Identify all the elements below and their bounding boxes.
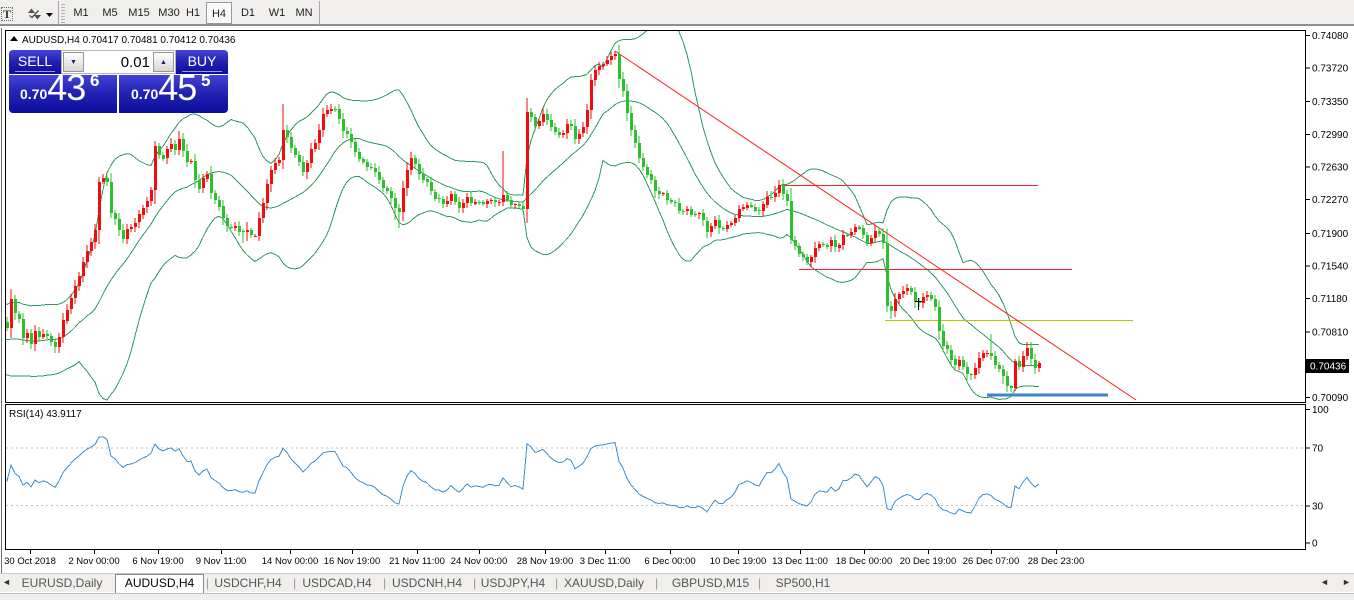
svg-text:6 Nov 19:00: 6 Nov 19:00 <box>132 556 183 567</box>
svg-text:21 Nov 11:00: 21 Nov 11:00 <box>389 556 445 567</box>
svg-text:30: 30 <box>1312 502 1324 513</box>
svg-text:0.72270: 0.72270 <box>1312 195 1349 206</box>
svg-text:0.74080: 0.74080 <box>1312 31 1349 42</box>
svg-text:0.70810: 0.70810 <box>1312 328 1349 339</box>
svg-text:20 Dec 19:00: 20 Dec 19:00 <box>900 556 957 567</box>
svg-text:13 Dec 11:00: 13 Dec 11:00 <box>772 556 828 567</box>
svg-text:0.73350: 0.73350 <box>1312 97 1349 108</box>
svg-text:0.72990: 0.72990 <box>1312 130 1349 141</box>
svg-text:0: 0 <box>1312 539 1318 550</box>
svg-text:10 Dec 19:00: 10 Dec 19:00 <box>710 556 767 567</box>
svg-text:3 Dec 11:00: 3 Dec 11:00 <box>580 556 631 567</box>
svg-text:0.71180: 0.71180 <box>1312 294 1348 305</box>
svg-text:0.70436: 0.70436 <box>1310 362 1347 373</box>
svg-text:70: 70 <box>1312 444 1324 455</box>
svg-text:0.72630: 0.72630 <box>1312 163 1349 174</box>
svg-text:18 Dec 00:00: 18 Dec 00:00 <box>836 556 893 567</box>
svg-text:0.71540: 0.71540 <box>1312 261 1349 272</box>
svg-text:0.73720: 0.73720 <box>1312 64 1349 75</box>
svg-text:28 Nov 19:00: 28 Nov 19:00 <box>517 556 574 567</box>
svg-text:16 Nov 19:00: 16 Nov 19:00 <box>324 556 381 567</box>
svg-text:24 Nov 00:00: 24 Nov 00:00 <box>451 556 508 567</box>
svg-text:0.70090: 0.70090 <box>1312 393 1349 404</box>
svg-text:RSI(14) 43.9117: RSI(14) 43.9117 <box>9 409 82 420</box>
svg-text:6 Dec 00:00: 6 Dec 00:00 <box>644 556 695 567</box>
svg-text:0.71900: 0.71900 <box>1312 229 1349 240</box>
svg-text:14 Nov 00:00: 14 Nov 00:00 <box>262 556 319 567</box>
svg-text:26 Dec 07:00: 26 Dec 07:00 <box>963 556 1020 567</box>
svg-text:28 Dec 23:00: 28 Dec 23:00 <box>1028 556 1085 567</box>
svg-text:100: 100 <box>1312 405 1329 416</box>
svg-text:2 Nov 00:00: 2 Nov 00:00 <box>68 556 119 567</box>
svg-text:9 Nov 11:00: 9 Nov 11:00 <box>196 556 247 567</box>
svg-text:30 Oct 2018: 30 Oct 2018 <box>4 556 56 567</box>
svg-text:AUDUSD,H4 0.70417 0.70481 0.7: AUDUSD,H4 0.70417 0.70481 0.70412 0.7043… <box>22 35 236 46</box>
